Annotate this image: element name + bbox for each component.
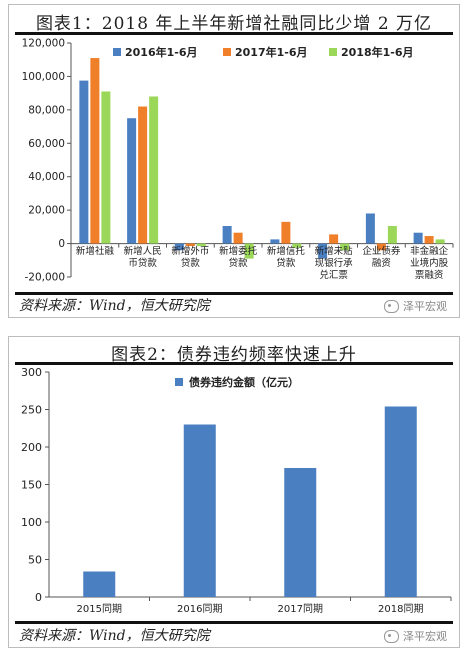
figure1-panel: 图表1：2018 年上半年新增社融同比少增 2 万亿 120,000 100,00…	[8, 4, 460, 318]
x-category-label: 贷款	[181, 257, 201, 269]
x-category-label: 新增信托	[267, 245, 306, 257]
bar-2016	[79, 80, 89, 244]
bar-2017	[329, 234, 339, 244]
bar-2018	[196, 243, 206, 247]
x-category-label: 企业债券	[362, 245, 401, 257]
bar-bond-default	[284, 468, 317, 597]
bar-2018	[292, 243, 302, 248]
wechat-icon	[384, 629, 399, 643]
figure1-title: 图表1：2018 年上半年新增社融同比少增 2 万亿	[35, 14, 433, 34]
y-tick-label: 100,000	[22, 71, 65, 83]
figure1-source: 资料来源：Wind，恒大研究院	[19, 298, 210, 314]
bar-bond-default	[83, 571, 116, 597]
x-category-label: 币贷款	[128, 257, 157, 269]
figure2-title-rule	[15, 362, 453, 365]
y-tick-label: 50	[28, 554, 42, 567]
bar-2017	[233, 232, 243, 244]
x-category-label: 票融资	[415, 270, 444, 281]
figure2-watermark-text: 泽平宏观	[403, 630, 447, 643]
bar-2017	[376, 243, 386, 251]
bar-2016	[365, 213, 375, 244]
bar-2016	[318, 243, 328, 259]
figure1-title-rule	[15, 32, 453, 35]
figure1-chart: 120,000 100,000 80,000 60,000 40,000 20,000 0 -…	[22, 38, 454, 284]
y-tick-label: 150	[21, 479, 42, 492]
bar-2016	[174, 243, 184, 251]
y-tick-label: 20,000	[28, 205, 65, 217]
bar-2018	[340, 243, 350, 251]
bar-2017	[138, 106, 148, 244]
bar-bond-default	[183, 424, 216, 597]
bar-2016	[270, 239, 280, 244]
x-category-label: 业境内股	[410, 257, 449, 269]
bar-2018	[387, 226, 397, 244]
wechat-icon	[384, 299, 399, 313]
figure2-source-rule	[15, 621, 453, 624]
x-category-label: 新增外币	[171, 245, 209, 257]
legend-swatch	[329, 48, 337, 56]
bar-2018	[244, 243, 254, 259]
y-tick-label: -20,000	[24, 272, 65, 284]
x-category-label: 2015同期	[77, 603, 122, 615]
x-category-label: 非金融企	[410, 245, 449, 257]
legend-label: 债券违约金额（亿元）	[189, 375, 299, 389]
x-category-label: 现银行承	[315, 257, 354, 269]
y-tick-label: 100	[21, 516, 42, 529]
bar-2018	[101, 91, 111, 244]
bar-2018	[435, 239, 445, 244]
y-tick-label: 60,000	[28, 138, 65, 150]
bar-2017	[424, 236, 434, 244]
bar-bond-default	[384, 406, 417, 597]
legend-swatch	[175, 378, 183, 386]
x-category-label: 新增委托	[219, 245, 258, 257]
bar-2017	[281, 221, 291, 244]
legend-swatch	[113, 48, 121, 56]
figure1-source-rule	[15, 292, 453, 295]
y-tick-label: 40,000	[28, 171, 65, 183]
y-tick-label: 120,000	[22, 38, 65, 50]
bar-2016	[127, 118, 137, 244]
x-category-label: 兑汇票	[319, 269, 348, 281]
bar-2017	[185, 243, 195, 247]
y-tick-label: 0	[35, 591, 42, 604]
bar-2016	[413, 232, 423, 244]
x-category-label: 2017同期	[278, 603, 323, 615]
x-category-label: 融资	[372, 258, 392, 269]
figure2-panel: 图表2：债券违约频率快速上升 300 250 200 150 100 50 0 2015同期 2…	[8, 336, 460, 648]
figure2-watermark: 泽平宏观	[384, 628, 447, 644]
figure2-source: 资料来源：Wind，恒大研究院	[19, 628, 210, 644]
bar-2016	[222, 226, 232, 244]
legend-label: 2017年1-6月	[235, 45, 308, 59]
x-category-label: 新增人民	[124, 245, 162, 257]
legend-swatch	[223, 48, 231, 56]
bar-2018	[149, 96, 159, 244]
x-category-label: 2016同期	[177, 603, 222, 615]
x-category-label: 贷款	[229, 257, 249, 269]
bar-2017	[90, 58, 100, 244]
x-category-label: 贷款	[276, 257, 296, 269]
y-tick-label: 200	[21, 441, 42, 454]
figure1-watermark-text: 泽平宏观	[403, 300, 447, 313]
legend-label: 2016年1-6月	[125, 45, 198, 59]
figure2-chart: 300 250 200 150 100 50 0 2015同期 2016同期 2017同期 2018…	[21, 366, 452, 615]
y-tick-label: 250	[21, 404, 42, 417]
figure2-title: 图表2：债券违约频率快速上升	[111, 345, 357, 365]
legend-label: 2018年1-6月	[341, 45, 414, 59]
y-tick-label: 80,000	[28, 104, 65, 116]
figure1-watermark: 泽平宏观	[384, 298, 447, 314]
y-tick-label: 0	[58, 238, 65, 250]
x-category-label: 新增社融	[76, 245, 115, 257]
x-category-label: 新增未贴	[315, 245, 354, 257]
x-category-label: 2018同期	[378, 603, 423, 615]
y-tick-label: 300	[21, 366, 42, 379]
